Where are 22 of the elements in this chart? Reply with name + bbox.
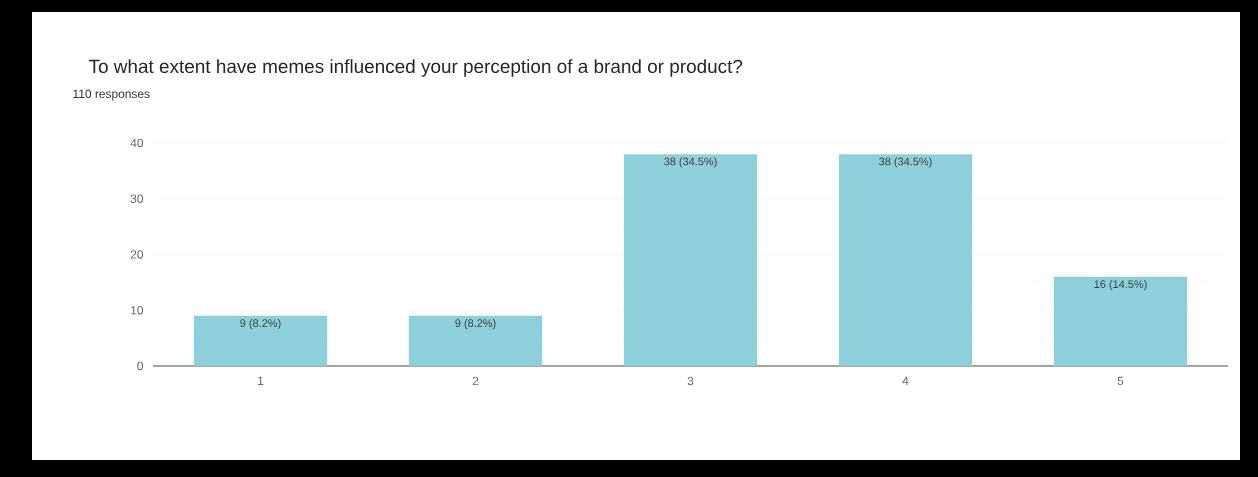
bar [1053, 276, 1188, 366]
y-tick-label: 30 [130, 194, 144, 203]
y-tick-label: 40 [130, 138, 144, 148]
x-tick-label: 4 [902, 376, 909, 385]
y-tick-label: 10 [131, 306, 144, 315]
bar [408, 315, 543, 366]
data-label: 16 (14.5%) [1094, 279, 1147, 291]
data-label: 9 (8.2%) [240, 319, 281, 330]
bar [838, 154, 973, 366]
data-label: 9 (8.2%) [455, 319, 496, 330]
x-tick-label: 1 [258, 376, 264, 385]
y-tick-label: 0 [137, 361, 144, 371]
bar [193, 315, 328, 366]
data-label: 38 (34.5%) [879, 157, 932, 168]
x-tick-label: 3 [687, 376, 694, 386]
bar [623, 154, 758, 366]
y-tick-label: 20 [130, 250, 144, 259]
x-tick-label: 5 [1117, 376, 1124, 386]
x-tick-label: 2 [472, 376, 479, 386]
chart-subtitle: 110 responses [73, 89, 150, 101]
chart-title: To what extent have memes influenced your perception of a brand or product? [88, 59, 743, 77]
data-label: 38 (34.5%) [664, 157, 717, 168]
